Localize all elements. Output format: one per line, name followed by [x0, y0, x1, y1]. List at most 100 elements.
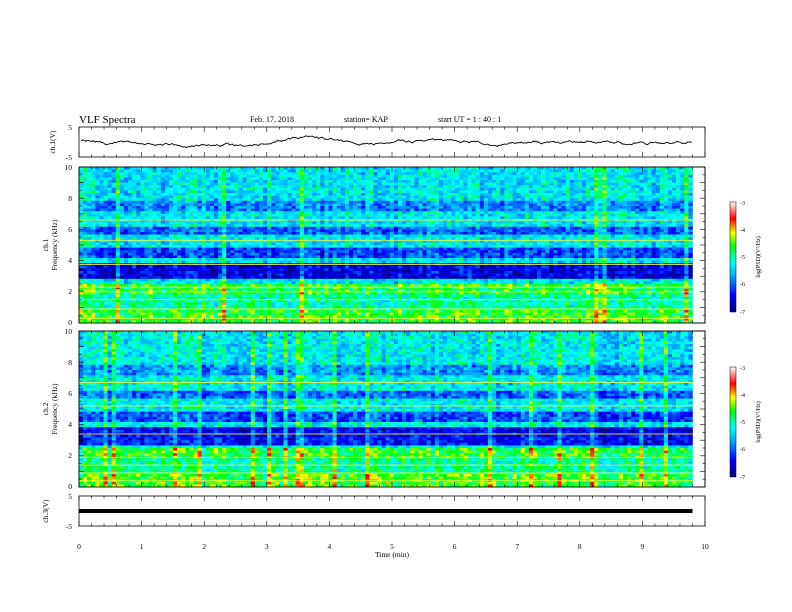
- spectrogram-cell: [189, 206, 194, 209]
- spectrogram-cell: [389, 281, 395, 285]
- spectrogram-cell: [168, 198, 174, 202]
- spectrogram-cell: [279, 208, 284, 212]
- spectrogram-cell: [152, 271, 158, 274]
- spectrogram-cell: [177, 234, 182, 238]
- spectrogram-cell: [246, 320, 252, 324]
- spectrogram-cell: [156, 180, 162, 183]
- spectrogram-cell: [348, 247, 354, 251]
- spectrogram-cell: [103, 281, 108, 285]
- spectrogram-cell: [148, 289, 153, 293]
- spectrogram-cell: [312, 297, 317, 300]
- spectrogram-cell: [209, 187, 215, 191]
- spectrogram-cell: [357, 276, 362, 280]
- spectrogram-cell: [271, 200, 276, 204]
- spectrogram-cell: [128, 182, 133, 186]
- spectrogram-cell: [312, 177, 317, 181]
- spectrogram-cell: [111, 317, 117, 321]
- spectrogram-cell: [107, 260, 113, 264]
- spectrogram-cell: [250, 232, 256, 235]
- spectrogram-cell: [119, 271, 125, 274]
- spectrogram-cell: [320, 312, 325, 316]
- spectrogram-cell: [263, 208, 268, 212]
- spectrogram-cell: [103, 229, 108, 233]
- spectrogram-cell: [410, 203, 415, 207]
- spectrogram-cell: [271, 281, 276, 285]
- spectrogram-cell: [99, 224, 104, 228]
- spectrogram-cell: [189, 245, 194, 248]
- spectrogram-cell: [283, 229, 288, 233]
- spectrogram-cell: [303, 177, 309, 181]
- spectrogram-cell: [79, 268, 84, 272]
- spectrogram-cell: [340, 294, 346, 298]
- spectrogram-cell: [193, 237, 198, 241]
- spectrogram-cell: [99, 206, 104, 209]
- spectrogram-cell: [238, 232, 243, 235]
- spectrogram-cell: [263, 190, 268, 194]
- spectrogram-cell: [242, 291, 247, 295]
- spectrogram-cell: [193, 265, 198, 269]
- spectrogram-cell: [275, 276, 280, 280]
- spectrogram-cell: [295, 260, 301, 264]
- spectrogram-cell: [79, 242, 84, 246]
- spectrogram-cell: [385, 208, 391, 212]
- spectrogram-cell: [95, 312, 100, 316]
- spectrogram-cell: [205, 315, 211, 319]
- spectrogram-cell: [373, 211, 378, 215]
- spectrogram-cell: [140, 260, 145, 264]
- spectrogram-cell: [402, 185, 407, 189]
- spectrogram-cell: [406, 276, 411, 280]
- spectrogram-cell: [340, 276, 346, 280]
- spectrogram-cell: [152, 299, 158, 303]
- spectrogram-cell: [357, 172, 362, 176]
- spectrogram-cell: [263, 177, 268, 181]
- spectrogram-cell: [234, 281, 239, 285]
- spectrogram-cell: [213, 281, 219, 285]
- spectrogram-cell: [148, 206, 153, 209]
- spectrogram-cell: [185, 226, 190, 230]
- spectrogram-cell: [357, 286, 362, 290]
- spectrogram-cell: [111, 203, 117, 207]
- spectrogram-cell: [160, 304, 166, 308]
- spectrogram-cell: [336, 239, 342, 243]
- spectrogram-cell: [267, 195, 272, 199]
- spectrogram-cell: [242, 216, 247, 220]
- spectrogram-cell: [213, 250, 219, 254]
- spectrogram-cell: [234, 195, 239, 199]
- spectrogram-cell: [197, 281, 202, 285]
- spectrogram-cell: [299, 299, 305, 303]
- spectrogram-cell: [160, 239, 166, 243]
- spectrogram-cell: [406, 281, 411, 285]
- spectrogram-cell: [99, 190, 104, 194]
- spectrogram-cell: [250, 297, 256, 300]
- spectrogram-cell: [148, 255, 153, 259]
- spectrogram-cell: [398, 255, 403, 259]
- spectrogram-cell: [160, 206, 166, 209]
- spectrogram-cell: [160, 252, 166, 256]
- spectrogram-cell: [287, 206, 292, 209]
- spectrogram-cell: [209, 226, 215, 230]
- spectrogram-cell: [181, 182, 186, 186]
- spectrogram-cell: [193, 213, 198, 217]
- spectrogram-cell: [340, 182, 346, 186]
- spectrogram-cell: [348, 271, 354, 274]
- spectrogram-cell: [271, 187, 276, 191]
- spectrogram-cell: [173, 247, 178, 251]
- spectrogram-cell: [398, 317, 403, 321]
- spectrogram-cell: [213, 317, 219, 321]
- spectrogram-cell: [119, 297, 125, 300]
- spectrogram-cell: [107, 286, 113, 290]
- spectrogram-cell: [119, 167, 125, 170]
- spectrogram-cell: [312, 320, 317, 324]
- spectrogram-cell: [181, 234, 186, 238]
- spectrogram-cell: [398, 211, 403, 215]
- spectrogram-cell: [385, 250, 391, 254]
- spectrogram-cell: [365, 221, 370, 225]
- spectrogram-cell: [123, 174, 129, 178]
- spectrogram-cell: [287, 195, 292, 199]
- spectrogram-cell: [152, 200, 158, 204]
- spectrogram-cell: [381, 169, 387, 173]
- spectrogram-cell: [222, 229, 227, 233]
- spectrogram-cell: [398, 320, 403, 324]
- spectrogram-cell: [79, 190, 84, 194]
- spectrogram-cell: [316, 174, 321, 178]
